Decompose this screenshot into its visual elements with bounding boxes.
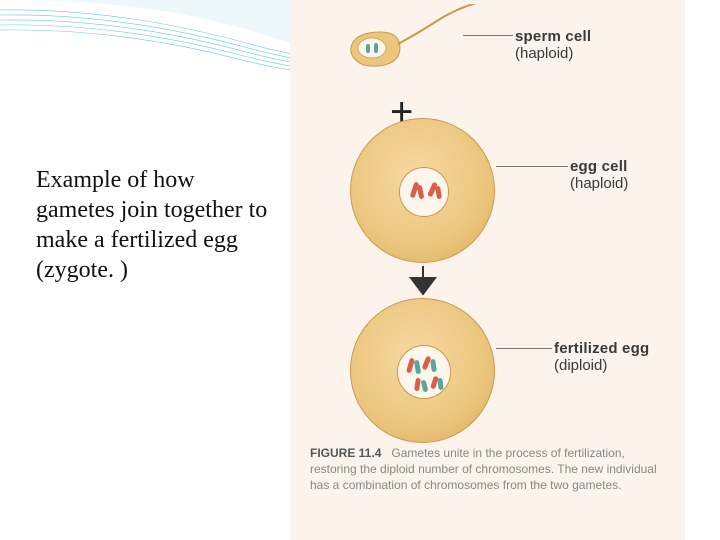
egg-leader-line [496, 166, 568, 167]
chromosome-icon [414, 360, 421, 375]
body-text: Example of how gametes join together to … [36, 165, 276, 285]
sperm-leader-line [463, 35, 513, 36]
fertilized-egg-graphic [350, 298, 495, 443]
chromosome-icon [430, 359, 437, 373]
slide-root: Example of how gametes join together to … [0, 0, 720, 540]
sperm-label-sub: (haploid) [515, 45, 591, 62]
decorative-swoosh [0, 0, 340, 80]
chromosome-icon [417, 185, 425, 200]
sperm-cell-graphic [330, 4, 490, 94]
chromosome-icon [406, 358, 415, 374]
zygote-label: fertilized egg (diploid) [554, 340, 649, 375]
egg-label: egg cell (haploid) [570, 158, 628, 193]
chromosome-icon [435, 186, 442, 200]
zygote-leader-line [496, 348, 552, 349]
chromosome-icon [421, 380, 429, 393]
zygote-label-sub: (diploid) [554, 357, 649, 374]
chromosome-icon [437, 378, 443, 390]
chromosome-icon [414, 378, 421, 392]
egg-label-main: egg cell [570, 158, 628, 175]
egg-nucleus [399, 167, 449, 217]
figure-caption: FIGURE 11.4 Gametes unite in the process… [310, 445, 670, 494]
egg-label-sub: (haploid) [570, 175, 628, 192]
figure-panel: sperm cell (haploid) + egg cell (haploid… [290, 0, 685, 540]
zygote-label-main: fertilized egg [554, 340, 649, 357]
sperm-label-main: sperm cell [515, 28, 591, 45]
zygote-nucleus [397, 345, 451, 399]
egg-cell-graphic [350, 118, 495, 263]
arrow-down-icon [406, 264, 440, 298]
sperm-label: sperm cell (haploid) [515, 28, 591, 63]
figure-caption-label: FIGURE 11.4 [310, 446, 381, 460]
body-text-block: Example of how gametes join together to … [36, 165, 276, 285]
